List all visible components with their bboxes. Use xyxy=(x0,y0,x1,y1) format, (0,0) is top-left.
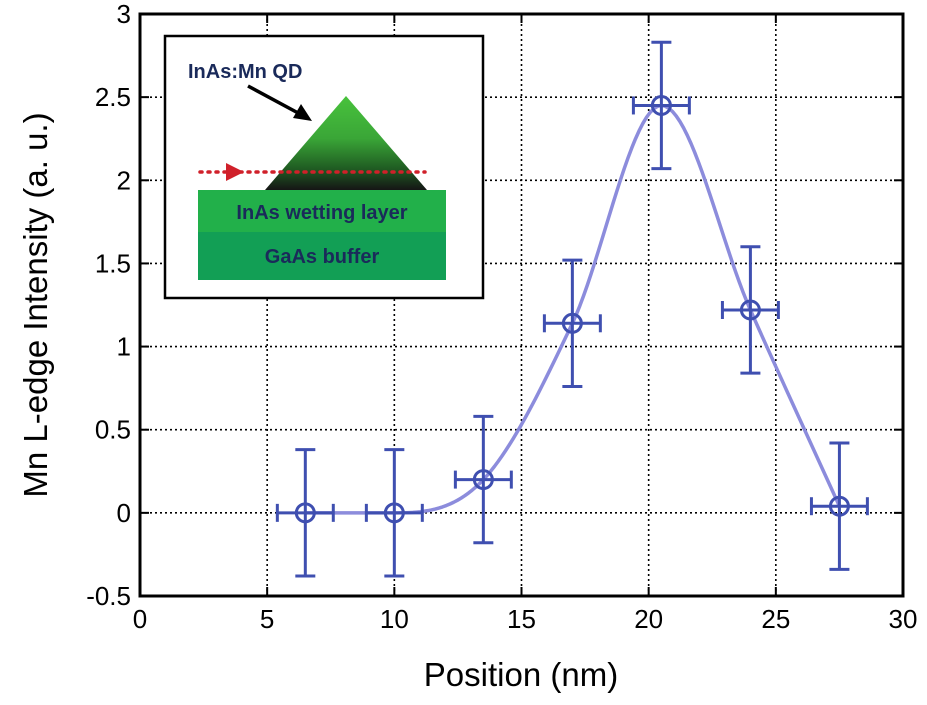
wetting-layer-label: InAs wetting layer xyxy=(236,202,407,224)
x-tick-label: 15 xyxy=(507,604,536,634)
data-marker xyxy=(472,469,494,491)
y-tick-label: 2.5 xyxy=(95,82,131,112)
grid-lines xyxy=(140,14,903,596)
x-axis-title: Position (nm) xyxy=(424,656,618,693)
buffer-layer xyxy=(198,232,446,280)
y-tick-label: 0 xyxy=(117,498,131,528)
x-tick-label: 30 xyxy=(889,604,918,634)
y-tick-label: 0.5 xyxy=(95,415,131,445)
x-tick-label: 25 xyxy=(761,604,790,634)
data-point xyxy=(809,441,869,571)
axis-ticks xyxy=(139,13,904,597)
qd-pointer-arrow xyxy=(247,84,301,116)
x-tick-labels: 0 5 10 15 20 25 30 xyxy=(133,604,918,634)
data-points-layer xyxy=(275,40,869,578)
qd-label: InAs:Mn QD xyxy=(188,61,302,83)
data-marker xyxy=(828,495,850,517)
quantum-dot xyxy=(265,96,427,190)
y-tick-label: 1 xyxy=(117,332,131,362)
arrowhead-icon xyxy=(293,104,312,121)
data-marker xyxy=(383,502,405,524)
y-tick-label: -0.5 xyxy=(86,581,131,611)
y-tick-label: 2 xyxy=(117,165,131,195)
data-point xyxy=(542,258,602,388)
wetting-layer xyxy=(198,190,446,232)
data-point xyxy=(453,414,513,545)
scan-arrow-icon xyxy=(226,163,244,181)
buffer-label: GaAs buffer xyxy=(265,246,380,268)
data-point xyxy=(275,448,335,578)
data-marker xyxy=(739,299,761,321)
data-marker xyxy=(650,94,672,116)
y-tick-label: 1.5 xyxy=(95,248,131,278)
x-tick-label: 10 xyxy=(380,604,409,634)
x-tick-label: 20 xyxy=(634,604,663,634)
data-point xyxy=(631,40,691,171)
data-point xyxy=(720,245,780,375)
inset-schematic: InAs:Mn QD InAs wetting layer GaAs buffe… xyxy=(163,34,485,300)
y-tick-label: 3 xyxy=(117,0,131,29)
y-axis-title: Mn L-edge Intensity (a. u.) xyxy=(17,112,54,497)
x-tick-label: 5 xyxy=(260,604,274,634)
data-marker xyxy=(561,312,583,334)
data-point xyxy=(364,448,424,578)
y-tick-labels: -0.5 0 0.5 1 1.5 2 2.5 3 xyxy=(86,0,131,611)
data-marker xyxy=(294,502,316,524)
x-tick-label: 0 xyxy=(133,604,147,634)
